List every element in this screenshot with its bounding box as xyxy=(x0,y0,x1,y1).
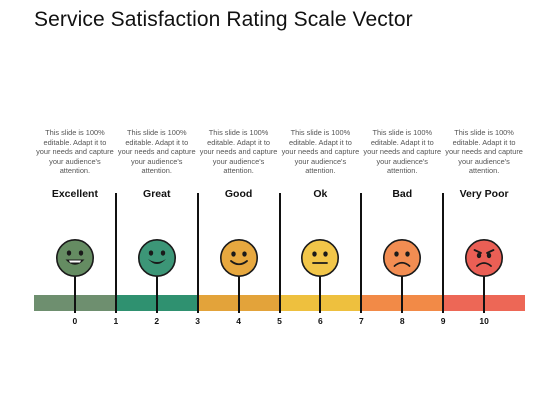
happy-face-icon xyxy=(137,238,176,278)
segment-divider xyxy=(196,193,199,313)
very-happy-face-icon xyxy=(55,238,94,278)
scale-tick-6: 6 xyxy=(318,316,323,326)
face-stem xyxy=(483,276,486,313)
scale-tick-1: 1 xyxy=(113,316,119,326)
neutral-face-icon xyxy=(301,238,340,278)
rating-label-excellent: Excellent xyxy=(51,188,98,200)
rating-label-bad: Bad xyxy=(392,188,413,200)
face-stem xyxy=(401,276,404,313)
scale-tick-3: 3 xyxy=(195,316,201,326)
scale-tick-9: 9 xyxy=(440,316,446,326)
scale-tick-8: 8 xyxy=(399,316,405,326)
page-title: Service Satisfaction Rating Scale Vector xyxy=(34,8,413,31)
face-stem xyxy=(155,276,158,313)
scale-tick-10: 10 xyxy=(479,316,489,326)
scale-tick-5: 5 xyxy=(277,316,282,326)
rating-description: This slide is 100% editable. Adapt it to… xyxy=(445,128,523,176)
rating-label-very-poor: Very Poor xyxy=(459,188,509,200)
face-stem xyxy=(319,276,322,313)
rating-description: This slide is 100% editable. Adapt it to… xyxy=(281,128,360,176)
segment-divider xyxy=(442,193,445,313)
rating-description: This slide is 100% editable. Adapt it to… xyxy=(363,128,442,176)
scale-tick-7: 7 xyxy=(358,316,364,326)
face-stem xyxy=(73,276,76,313)
smile-face-icon xyxy=(219,238,258,278)
rating-description: This slide is 100% editable. Adapt it to… xyxy=(117,128,196,176)
scale-tick-4: 4 xyxy=(236,316,241,326)
face-stem xyxy=(237,276,240,313)
rating-label-good: Good xyxy=(224,188,253,200)
segment-divider xyxy=(278,193,281,313)
segment-divider xyxy=(114,193,117,313)
rating-label-ok: Ok xyxy=(313,188,328,200)
angry-face-icon xyxy=(465,238,504,278)
rating-label-great: Great xyxy=(143,188,171,200)
scale-tick-0: 0 xyxy=(72,316,78,326)
rating-description: This slide is 100% editable. Adapt it to… xyxy=(36,128,114,176)
rating-description: This slide is 100% editable. Adapt it to… xyxy=(199,128,278,176)
scale-tick-2: 2 xyxy=(154,316,160,326)
sad-face-icon xyxy=(383,238,422,278)
segment-divider xyxy=(360,193,363,313)
